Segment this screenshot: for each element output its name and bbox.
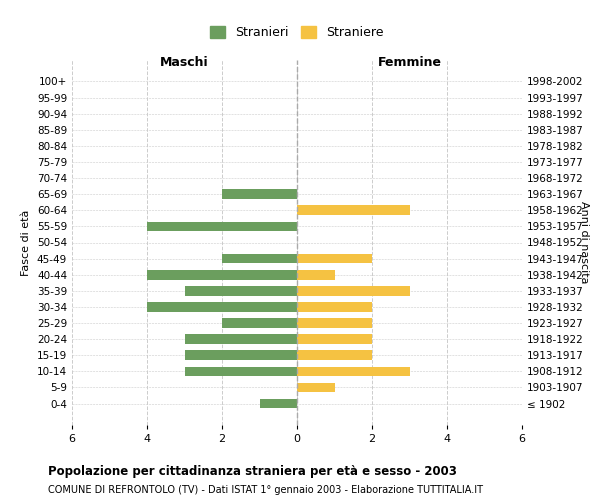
Text: Popolazione per cittadinanza straniera per età e sesso - 2003: Popolazione per cittadinanza straniera p… <box>48 465 457 478</box>
Text: Maschi: Maschi <box>160 56 209 68</box>
Bar <box>185 286 297 296</box>
Bar <box>260 398 297 408</box>
Bar <box>147 302 297 312</box>
Bar <box>185 366 297 376</box>
Bar <box>297 270 335 280</box>
Bar <box>297 318 372 328</box>
Bar <box>222 190 297 199</box>
Bar <box>297 366 409 376</box>
Bar <box>185 334 297 344</box>
Bar <box>297 382 335 392</box>
Text: Femmine: Femmine <box>377 56 442 68</box>
Bar <box>185 350 297 360</box>
Bar <box>297 350 372 360</box>
Bar <box>147 270 297 280</box>
Y-axis label: Anni di nascita: Anni di nascita <box>579 201 589 284</box>
Bar <box>222 254 297 264</box>
Bar <box>297 254 372 264</box>
Bar <box>222 318 297 328</box>
Bar <box>297 302 372 312</box>
Bar <box>297 286 409 296</box>
Bar <box>297 206 409 215</box>
Text: COMUNE DI REFRONTOLO (TV) - Dati ISTAT 1° gennaio 2003 - Elaborazione TUTTITALIA: COMUNE DI REFRONTOLO (TV) - Dati ISTAT 1… <box>48 485 483 495</box>
Legend: Stranieri, Straniere: Stranieri, Straniere <box>206 22 388 43</box>
Bar <box>297 334 372 344</box>
Bar <box>147 222 297 231</box>
Y-axis label: Fasce di età: Fasce di età <box>22 210 31 276</box>
